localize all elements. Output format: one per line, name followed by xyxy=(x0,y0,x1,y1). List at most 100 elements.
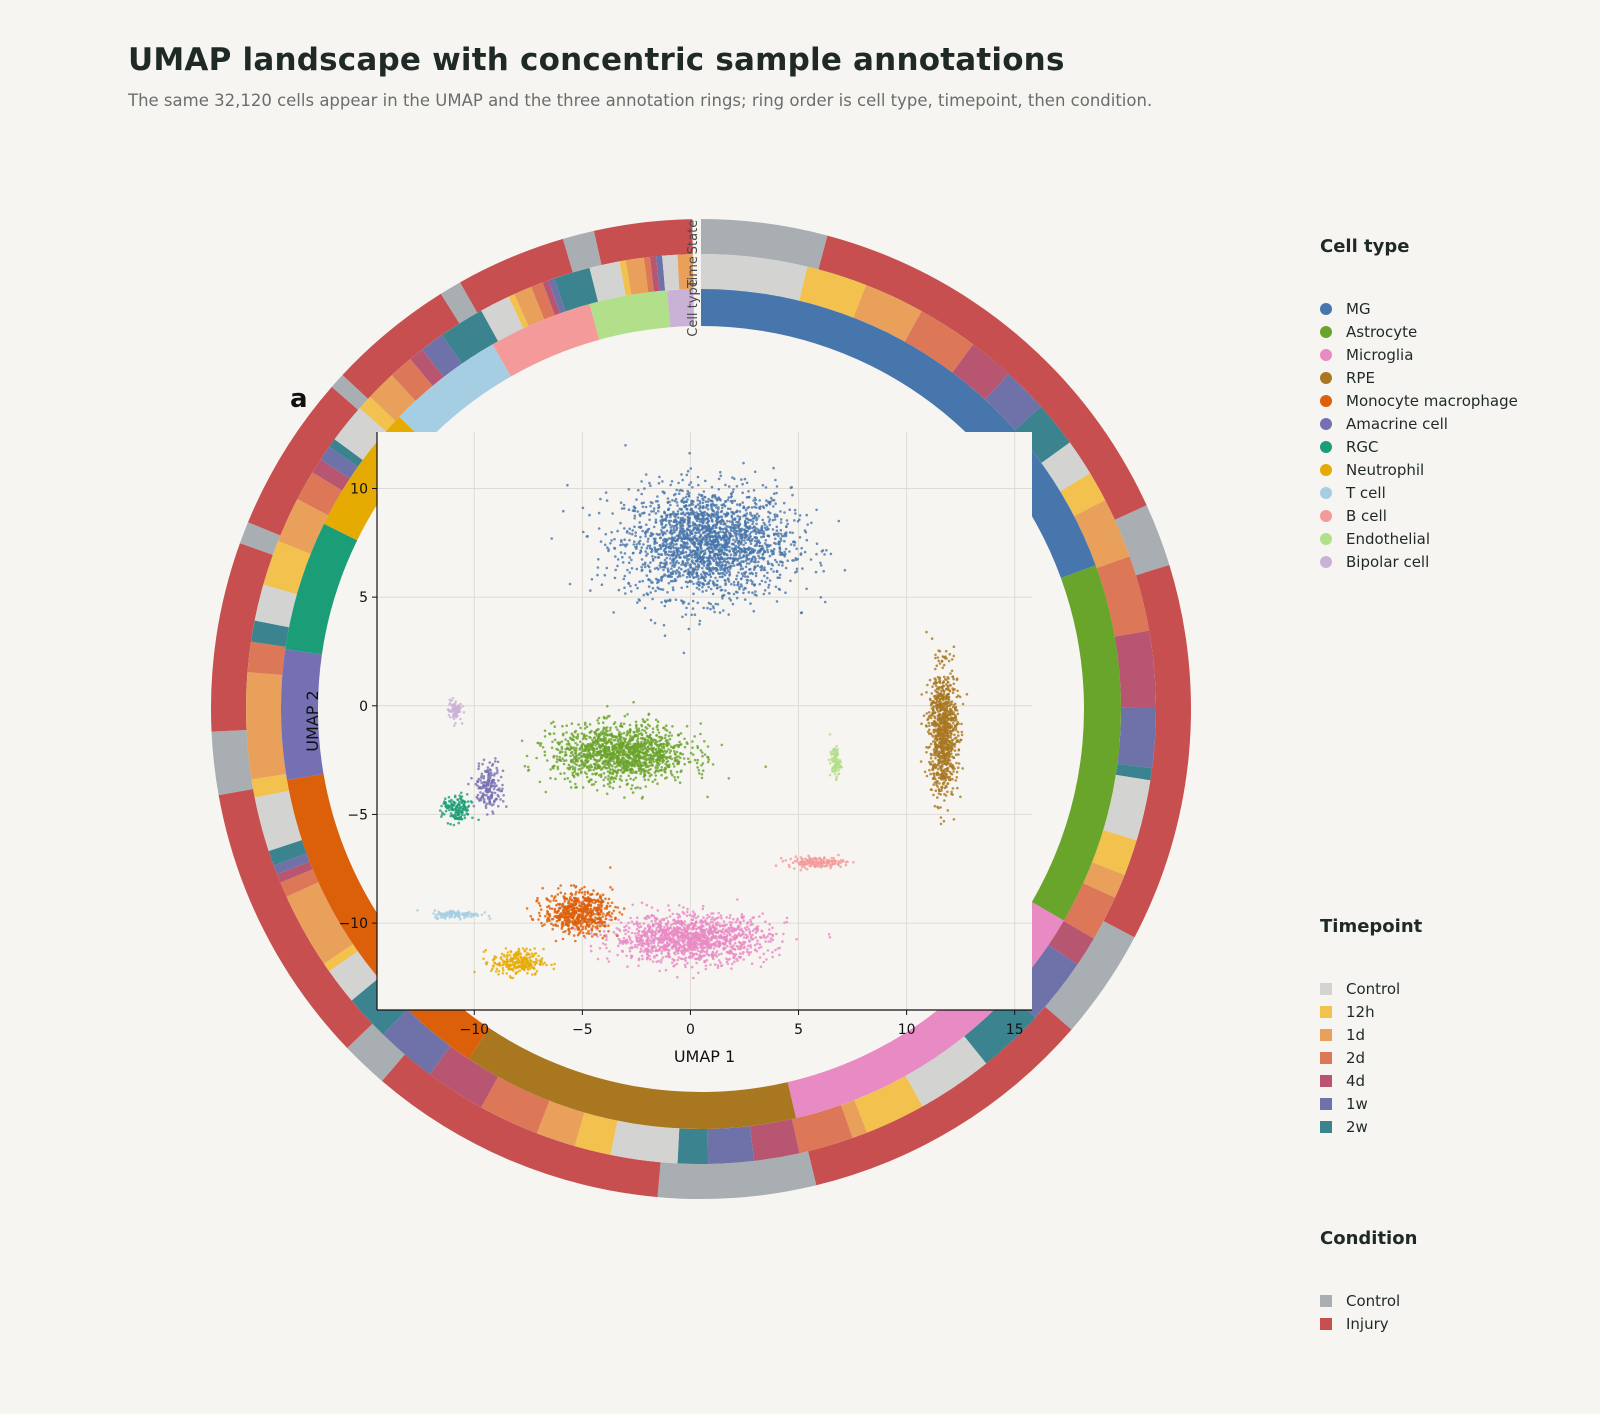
cell-point xyxy=(717,520,721,524)
cell-point xyxy=(671,545,675,548)
cell-point xyxy=(712,947,716,950)
cell-point xyxy=(610,539,613,542)
cell-point xyxy=(676,516,680,519)
cell-point xyxy=(768,592,771,595)
cell-point xyxy=(641,718,645,721)
cell-point xyxy=(647,750,650,753)
cell-point xyxy=(737,539,741,543)
cell-point xyxy=(679,743,683,746)
cell-point xyxy=(758,499,761,502)
timepoint-ring-segment xyxy=(662,254,680,291)
cell-point xyxy=(682,933,685,937)
cell-point xyxy=(714,535,718,539)
cell-point xyxy=(667,748,670,751)
cell-point xyxy=(749,602,752,605)
cell-point xyxy=(721,561,724,564)
cell-point xyxy=(763,566,766,569)
cell-point xyxy=(721,536,725,540)
cell-point xyxy=(752,550,755,553)
cell-point xyxy=(744,521,747,524)
cell-point xyxy=(669,526,673,529)
cell-point xyxy=(654,589,657,593)
cell-point xyxy=(577,723,580,726)
cell-point xyxy=(581,762,584,766)
cell-point xyxy=(705,916,709,920)
cell-point xyxy=(736,514,740,518)
cell-point xyxy=(720,916,723,920)
cell-point xyxy=(751,929,755,932)
cell-point xyxy=(638,521,641,524)
cell-point xyxy=(670,757,674,761)
cell-point xyxy=(743,598,747,601)
cell-point xyxy=(784,566,788,570)
cell-point xyxy=(696,546,700,550)
cell-point xyxy=(723,566,727,569)
cell-point xyxy=(676,552,679,556)
condition-ring-segment xyxy=(211,729,254,796)
cell-point xyxy=(694,930,698,934)
cell-point xyxy=(654,738,657,742)
cell-point xyxy=(703,939,707,942)
cell-point xyxy=(723,533,727,536)
cell-point xyxy=(626,753,630,757)
cell-point xyxy=(650,763,653,767)
cell-point xyxy=(630,945,633,949)
cell-point xyxy=(736,580,740,584)
cell-point xyxy=(714,951,718,955)
cell-point xyxy=(691,521,695,524)
cell-point xyxy=(719,964,723,968)
cell-point xyxy=(651,924,655,928)
cell-point xyxy=(714,526,717,529)
cell-point xyxy=(712,584,716,587)
cell-point xyxy=(644,757,648,760)
condition-ring-segment xyxy=(342,293,460,399)
cell-point xyxy=(575,763,578,766)
cell-point xyxy=(711,582,715,585)
cell-point xyxy=(635,937,639,940)
cell-point xyxy=(699,560,702,564)
ring-label-time: Time xyxy=(686,256,701,289)
cell-point xyxy=(680,524,684,528)
cell-point xyxy=(742,950,745,954)
cell-point xyxy=(673,577,677,581)
cell-point xyxy=(688,545,691,549)
cell-point xyxy=(718,549,721,552)
cell-point xyxy=(675,538,679,542)
cell-point xyxy=(744,933,747,936)
cell-point xyxy=(594,763,597,767)
cell-point xyxy=(755,542,758,546)
cell-point xyxy=(756,517,759,520)
cell-point xyxy=(701,939,704,942)
cell-point xyxy=(664,539,668,542)
cell-point xyxy=(681,549,685,552)
cell-point xyxy=(691,524,694,527)
cell-point xyxy=(565,724,568,727)
cell-point xyxy=(748,930,752,933)
cell-point xyxy=(701,526,705,530)
cell-point xyxy=(700,776,704,780)
cell-point xyxy=(777,532,780,535)
cell-point xyxy=(638,599,641,602)
cell-point xyxy=(637,732,641,736)
cell-point xyxy=(700,924,704,928)
cell-point xyxy=(725,933,729,937)
timepoint-ring-segment xyxy=(542,280,561,316)
cell-point xyxy=(690,554,693,557)
cell-point xyxy=(664,955,668,958)
cell-point xyxy=(644,731,648,735)
cell-point xyxy=(697,493,701,496)
cell-point xyxy=(685,724,689,728)
cell-point xyxy=(746,925,749,928)
timepoint-ring-segment xyxy=(531,282,555,320)
cell-point xyxy=(641,563,645,566)
cell-point xyxy=(576,743,579,747)
cell-point xyxy=(704,500,708,503)
cell-point xyxy=(698,920,702,924)
cell-point xyxy=(698,772,701,775)
cell-point xyxy=(676,548,680,551)
cell-point xyxy=(657,556,661,559)
cell-point xyxy=(692,576,696,579)
cell-point xyxy=(608,729,612,732)
cell-point xyxy=(719,914,723,917)
timepoint-ring-segment xyxy=(840,1100,868,1138)
